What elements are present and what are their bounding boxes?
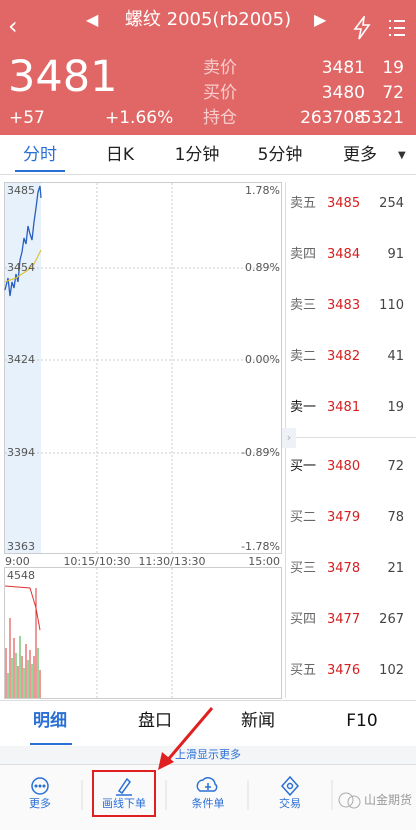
watermark: 山金期货: [364, 793, 413, 807]
pct-axis-label: 1.78%: [245, 184, 280, 197]
book-price: 3479: [327, 510, 361, 525]
order-book-divider: [295, 437, 416, 438]
last-price: 3481: [8, 52, 118, 102]
price-axis-label: 3363: [7, 540, 35, 553]
highlight-box: [92, 770, 156, 817]
detail-tab[interactable]: 盘口: [138, 711, 172, 731]
watermark-icon: [338, 792, 361, 809]
quote-volume: 72: [382, 83, 404, 103]
volume-axis-label: 4548: [7, 569, 35, 582]
tab-separator: [0, 174, 416, 175]
book-level: 卖二: [290, 349, 317, 364]
book-level: 卖五: [290, 196, 317, 211]
time-label: 9:00: [5, 555, 30, 568]
book-level: 卖一: [290, 400, 317, 415]
toolbar-button[interactable]: 条件单: [191, 797, 225, 810]
detail-tab[interactable]: 新闻: [241, 711, 275, 731]
quote-volume: 19: [382, 58, 404, 78]
quote-value: 3480: [321, 83, 365, 103]
time-label: 15:00: [248, 555, 280, 568]
title: 螺纹 2005(rb2005): [124, 9, 292, 30]
annotation-arrow: [158, 707, 214, 770]
collapse-handle[interactable]: ›: [282, 428, 296, 448]
period-tab[interactable]: 日K: [105, 145, 135, 165]
toolbar-icons: [31, 775, 333, 810]
quote-label: 持仓: [203, 108, 237, 128]
book-volume: 102: [379, 663, 404, 678]
pct-axis-label: 0.00%: [245, 353, 280, 366]
pct-axis-label: 0.89%: [245, 261, 280, 274]
book-volume: 267: [379, 612, 404, 627]
toolbar-bg: [0, 764, 416, 830]
price-change: +57: [9, 108, 45, 128]
book-price: 3481: [327, 400, 361, 415]
price-axis-label: 3485: [7, 184, 35, 197]
period-tab[interactable]: 更多: [343, 145, 377, 165]
flash-icon[interactable]: [352, 16, 372, 40]
book-price: 3482: [327, 349, 361, 364]
book-level: 卖三: [290, 298, 317, 313]
book-price: 3483: [327, 298, 361, 313]
book-level: 买二: [290, 510, 317, 525]
time-label: 10:15/10:30: [63, 555, 131, 568]
price-axis-label: 3394: [7, 446, 35, 459]
swipe-hint: 上滑显示更多: [175, 748, 241, 761]
bottom-tab-bg: [0, 700, 416, 747]
quote-volume: -5321: [354, 108, 404, 128]
book-price: 3478: [327, 561, 361, 576]
book-volume: 21: [387, 561, 404, 576]
header-bg: [0, 0, 416, 135]
book-level: 买三: [290, 561, 317, 576]
pct-axis-label: -0.89%: [241, 446, 280, 459]
book-volume: 41: [387, 349, 404, 364]
back-button[interactable]: ‹: [8, 12, 18, 40]
book-volume: 72: [387, 459, 404, 474]
book-price: 3484: [327, 247, 361, 262]
detail-tab[interactable]: F10: [346, 711, 378, 731]
book-level: 买四: [290, 612, 317, 627]
book-volume: 19: [387, 400, 404, 415]
period-tab[interactable]: 分时: [23, 145, 57, 165]
book-level: 卖四: [290, 247, 317, 262]
detail-tab[interactable]: 明细: [33, 711, 67, 731]
quote-label: 买价: [203, 83, 237, 103]
next-contract[interactable]: ▶: [314, 10, 327, 29]
quote-label: 卖价: [203, 58, 237, 78]
period-tab[interactable]: 5分钟: [257, 145, 303, 165]
period-tab[interactable]: 1分钟: [174, 145, 220, 165]
book-level: 买五: [290, 663, 317, 678]
quote-value: 3481: [321, 58, 365, 78]
book-price: 3480: [327, 459, 361, 474]
toolbar-button[interactable]: 交易: [279, 797, 301, 810]
book-volume: 78: [387, 510, 404, 525]
price-change-pct: +1.66%: [105, 108, 174, 128]
toolbar-button[interactable]: 画线下单: [102, 797, 146, 810]
book-price: 3476: [327, 663, 361, 678]
timeshare-chart: [4, 182, 282, 699]
time-label: 11:30/13:30: [138, 555, 206, 568]
hint-bg: [0, 746, 416, 764]
book-volume: 91: [387, 247, 404, 262]
prev-contract[interactable]: ◀: [86, 10, 99, 29]
price-axis-label: 3454: [7, 261, 35, 274]
tab-underline: [15, 170, 65, 172]
toolbar-button[interactable]: 更多: [29, 797, 51, 810]
quote-value: 263708: [300, 108, 365, 128]
menu-icon[interactable]: [387, 18, 407, 38]
book-price: 3477: [327, 612, 361, 627]
book-volume: 110: [379, 298, 404, 313]
more-arrow[interactable]: ▼: [398, 150, 406, 161]
book-volume: 254: [379, 196, 404, 211]
bottom-tab-underline: [30, 743, 72, 745]
book-level: 买一: [290, 459, 317, 474]
pct-axis-label: -1.78%: [241, 540, 280, 553]
book-price: 3485: [327, 196, 361, 211]
price-axis-label: 3424: [7, 353, 35, 366]
